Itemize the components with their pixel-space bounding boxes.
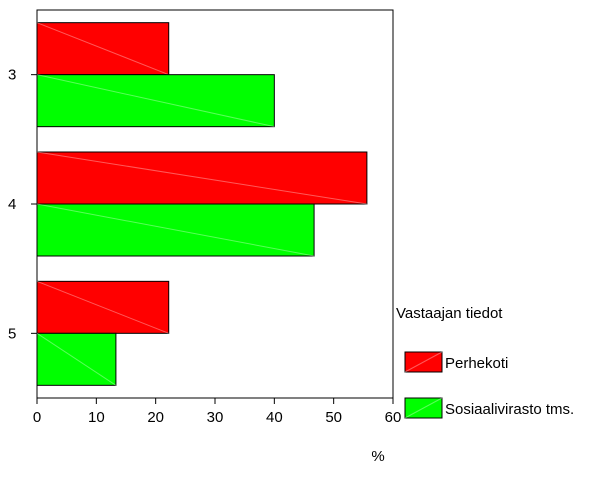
bar-shading-line: [36, 151, 367, 205]
x-axis: 0 10 20 30 40 50 60: [33, 398, 402, 426]
legend-swatch-shading: [404, 397, 443, 419]
x-axis-label: %: [371, 448, 384, 465]
legend-label: Sosiaalivirasto tms.: [445, 401, 574, 418]
bar-shading-line: [36, 74, 275, 128]
bars-group: [36, 22, 368, 386]
x-tick-label: 0: [33, 409, 41, 426]
bar-shading-line: [36, 22, 169, 76]
bar-perhekoti-4: [36, 151, 368, 205]
x-tick-label: 40: [266, 409, 283, 426]
y-tick-label: 4: [8, 196, 16, 213]
legend-swatch: [404, 397, 443, 419]
x-tick-label: 60: [385, 409, 402, 426]
bar-shading-line: [36, 332, 117, 386]
bar-perhekoti-3: [36, 22, 170, 76]
bar-sosiaalivirasto-tms-3: [36, 74, 275, 128]
bar-perhekoti-5: [36, 280, 170, 334]
y-axis: 3 4 5: [8, 67, 37, 342]
y-tick-label: 5: [8, 325, 16, 342]
x-tick-label: 50: [325, 409, 342, 426]
x-tick-label: 30: [207, 409, 224, 426]
y-tick-label: 3: [8, 67, 16, 84]
legend-swatch: [404, 351, 443, 373]
x-tick-label: 10: [88, 409, 105, 426]
bar-sosiaalivirasto-tms-4: [36, 203, 315, 257]
bar-sosiaalivirasto-tms-5: [36, 332, 117, 386]
bar-shading-line: [36, 280, 169, 334]
legend-label: Perhekoti: [445, 355, 508, 372]
bar-shading-line: [36, 203, 315, 257]
x-tick-label: 20: [147, 409, 164, 426]
legend-title: Vastaajan tiedot: [396, 305, 503, 322]
legend: Vastaajan tiedot Perhekoti Sosiaalivirast…: [396, 305, 574, 419]
legend-swatch-shading: [404, 351, 443, 373]
